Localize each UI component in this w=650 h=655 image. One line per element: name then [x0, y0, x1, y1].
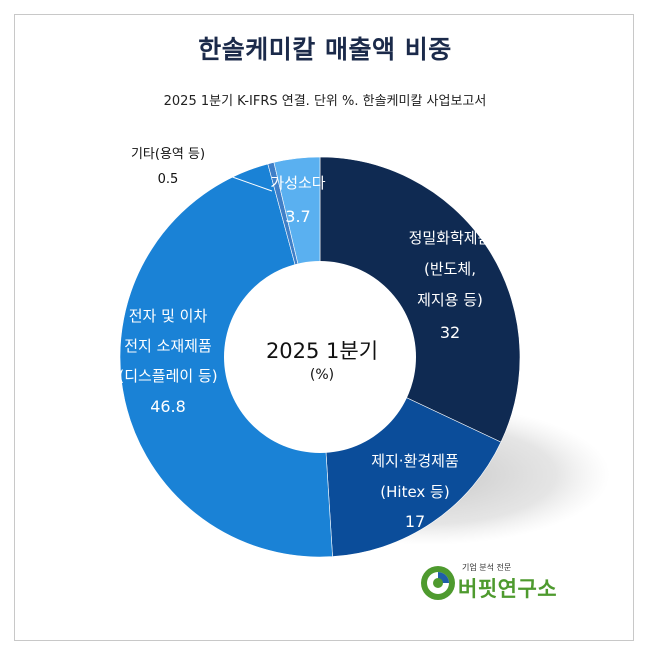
etc-leader-line [206, 167, 273, 192]
center-label-line1: 2025 1분기 [266, 339, 378, 363]
chart-subtitle: 2025 1분기 K-IFRS 연결. 단위 %. 한솔케미칼 사업보고서 [163, 94, 487, 109]
slice-value-paper_env: 17 [405, 512, 425, 531]
slice-value-precision_chem: 32 [440, 323, 460, 342]
chart-frame [14, 14, 634, 641]
chart-title: 한솔케미칼 매출액 비중 [198, 35, 452, 64]
donut-hole [224, 261, 416, 453]
slice-label-precision_chem-1: (반도체, [424, 260, 476, 278]
buffett-lab-logo: 기업 분석 전문 버핏연구소 [418, 557, 588, 607]
logo-tagline: 기업 분석 전문 [462, 563, 512, 572]
logo-mark-icon [421, 566, 455, 600]
slice-label-paper_env-1: (Hitex 등) [380, 483, 449, 501]
slice-label-electronics-1: 전지 소재제품 [124, 337, 212, 355]
center-label-line2: (%) [310, 367, 334, 383]
slice-label-precision_chem-0: 정밀화학제품 [409, 229, 492, 247]
slice-label-caustic_soda-0: 가성소다 [270, 174, 325, 192]
slice-label-electronics-2: (디스플레이 등) [118, 367, 217, 385]
slice-label-paper_env-0: 제지·환경제품 [371, 452, 459, 470]
slice-label-electronics-0: 전자 및 이차 [129, 307, 208, 325]
slice-value-caustic_soda: 3.7 [285, 207, 310, 226]
slice-label-etc-0: 기타(용역 등) [131, 147, 205, 162]
slice-label-precision_chem-2: 제지용 등) [417, 291, 483, 309]
logo-name: 버핏연구소 [458, 577, 558, 601]
slice-value-etc: 0.5 [158, 172, 179, 187]
slice-value-electronics: 46.8 [150, 397, 186, 416]
